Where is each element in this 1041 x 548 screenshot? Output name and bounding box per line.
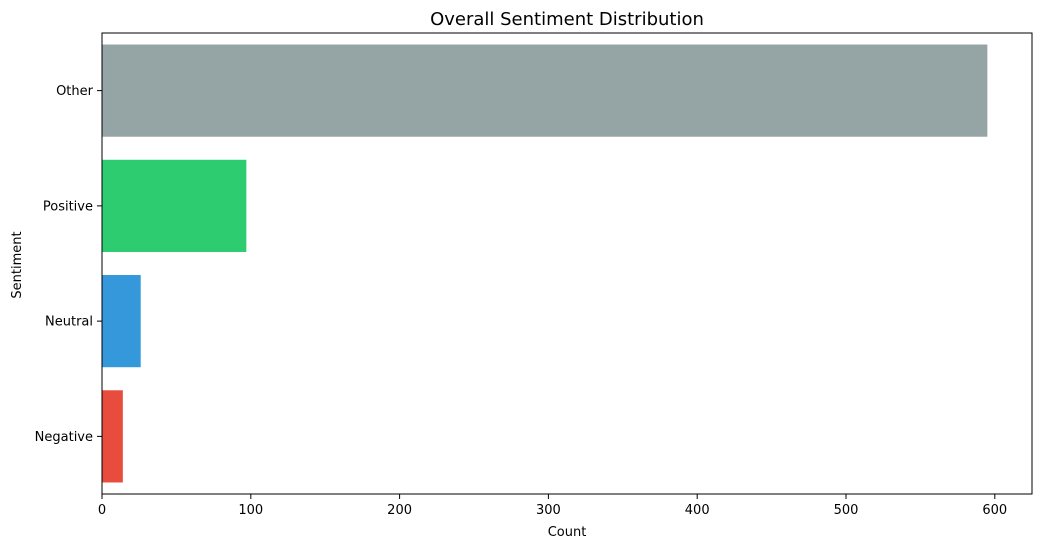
- plot-area: Other Positive Neutral Negative 0 100 200 300 40…: [35, 32, 1033, 518]
- x-axis-label: Count: [548, 525, 587, 540]
- x-tick-label: 500: [834, 503, 859, 518]
- bar-neutral: [102, 275, 141, 368]
- y-tick-label: Other: [56, 84, 94, 99]
- bar-negative: [102, 390, 123, 483]
- bar-positive: [102, 159, 247, 252]
- plot-frame: [101, 32, 1033, 495]
- x-tick-label: 100: [238, 503, 263, 518]
- x-tick-label: 600: [982, 503, 1007, 518]
- x-tick-label: 0: [98, 503, 106, 518]
- chart-title: Overall Sentiment Distribution: [430, 9, 704, 30]
- bar-other: [102, 44, 988, 137]
- y-tick-label: Positive: [43, 199, 93, 214]
- y-axis-label: Sentiment: [10, 231, 25, 298]
- x-tick-label: 400: [685, 503, 710, 518]
- x-tick-label: 300: [536, 503, 561, 518]
- x-tick-label: 200: [387, 503, 412, 518]
- y-tick-label: Negative: [35, 430, 93, 445]
- y-tick-label: Neutral: [45, 315, 93, 330]
